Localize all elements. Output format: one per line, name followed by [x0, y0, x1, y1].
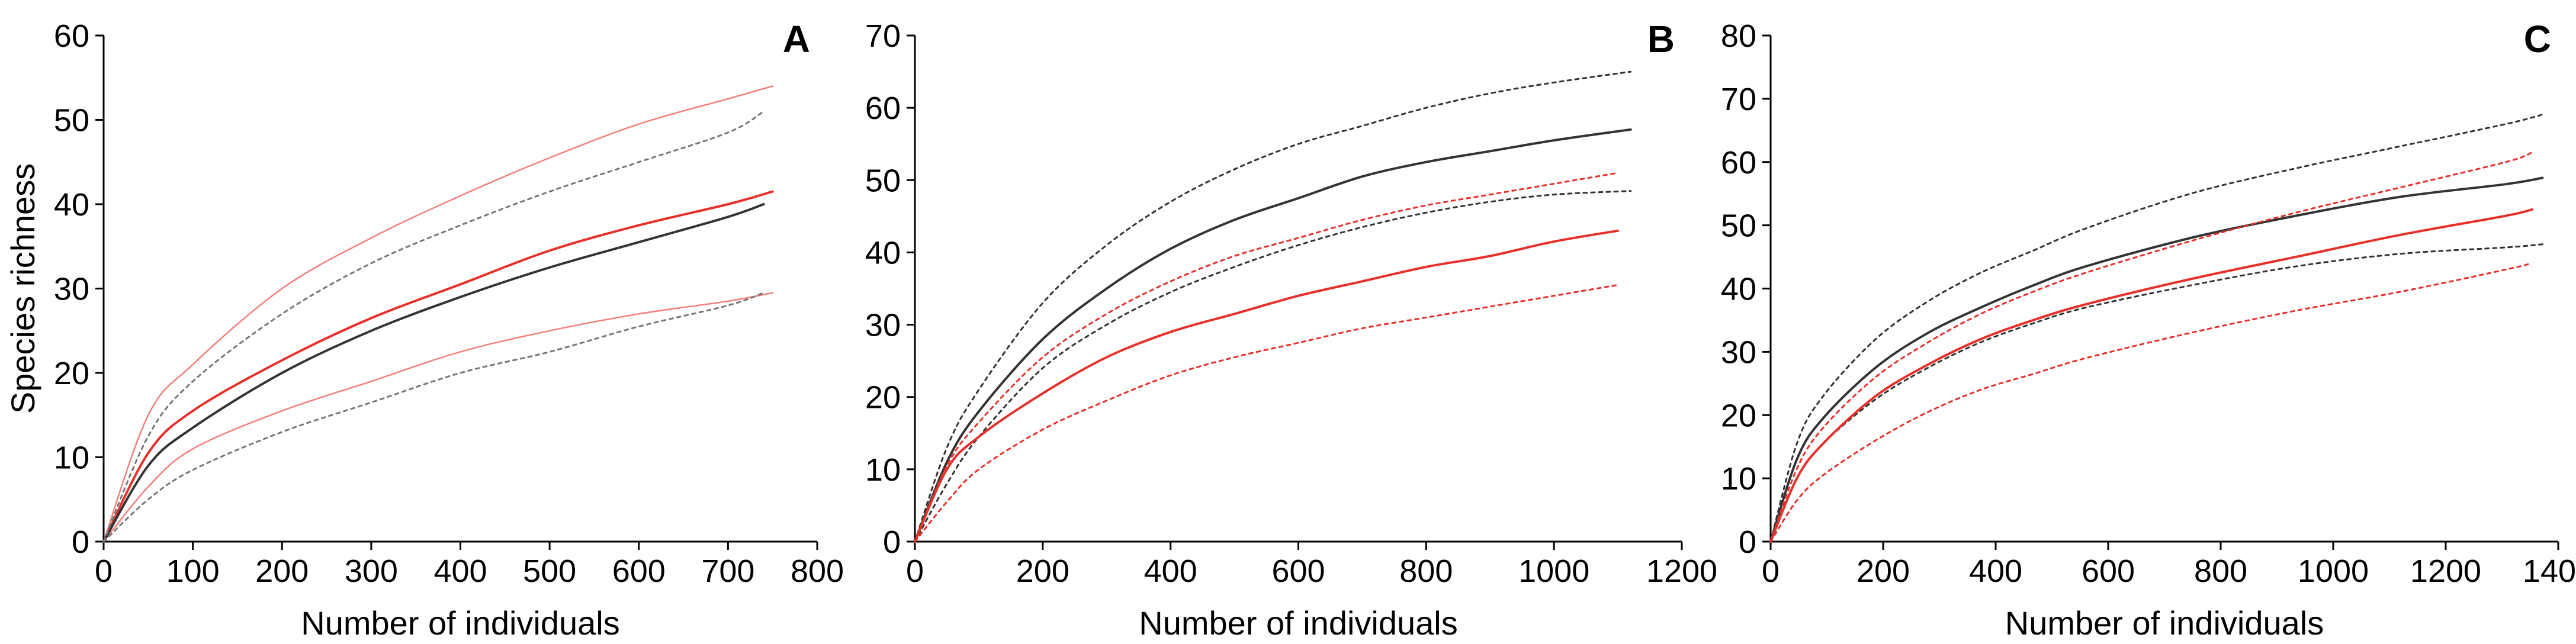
x-tick-label: 800	[791, 553, 844, 589]
panel-a: 0 100 200 300 400 500 600 700 800 0 10 20 30 40 50 60 Nu…	[4, 18, 844, 642]
x-tick-label: 1000	[1518, 553, 1589, 589]
panel-b: 0 200 400 600 800 1000 1200 0 10 20 30 40 50 60 70 Numb…	[865, 18, 1717, 642]
x-tick-label: 1200	[1646, 553, 1717, 589]
series-line-2	[914, 190, 1632, 543]
x-tick-label: 0	[1762, 553, 1780, 589]
x-tick-label: 800	[1399, 553, 1453, 589]
y-tick-label: 70	[865, 18, 901, 54]
x-tick-label: 700	[701, 553, 754, 589]
x-tick-label: 300	[345, 553, 398, 589]
y-tick-label: 40	[1721, 272, 1756, 307]
y-tick-label: 50	[54, 103, 89, 139]
panel-letter: B	[1647, 18, 1675, 60]
panel-letter: A	[783, 18, 810, 60]
y-tick-label: 10	[1721, 461, 1756, 497]
series-line-4	[1769, 152, 2533, 543]
x-tick-label: 200	[1016, 553, 1069, 589]
x-tick-label: 400	[1969, 553, 2022, 589]
x-tick-label: 100	[166, 553, 220, 589]
y-tick-label: 0	[72, 524, 89, 560]
x-tick-label: 200	[255, 553, 309, 589]
series-line-4	[914, 172, 1619, 543]
y-tick-label: 0	[883, 524, 901, 560]
y-tick-label: 30	[54, 272, 89, 307]
x-tick-label: 200	[1856, 553, 1910, 589]
panel-letter: C	[2524, 18, 2551, 60]
x-tick-label: 800	[2194, 553, 2247, 589]
x-axis-label: Number of individuals	[301, 604, 619, 642]
x-tick-label: 400	[1144, 553, 1197, 589]
series-line-3	[914, 229, 1620, 543]
y-axis-label: Species richness	[4, 163, 41, 414]
x-tick-label: 500	[523, 553, 576, 589]
series-line-1	[102, 85, 773, 543]
series-line-0	[102, 190, 774, 543]
y-tick-label: 30	[1721, 334, 1756, 370]
y-tick-label: 60	[54, 18, 89, 54]
series-line-0	[914, 128, 1632, 543]
series-line-3	[1769, 208, 2533, 543]
series-line-1	[1769, 114, 2543, 543]
x-tick-label: 600	[612, 553, 666, 589]
series-line-2	[1769, 243, 2543, 543]
x-axis-label: Number of individuals	[2005, 604, 2324, 642]
y-tick-label: 40	[865, 235, 901, 271]
y-tick-label: 60	[865, 91, 901, 126]
series-line-5	[914, 284, 1619, 543]
x-tick-label: 0	[95, 553, 113, 589]
y-tick-label: 20	[865, 380, 901, 416]
y-tick-label: 50	[1721, 208, 1756, 244]
series-line-0	[1769, 176, 2544, 543]
y-tick-label: 70	[1721, 82, 1756, 117]
x-tick-label: 1000	[2298, 553, 2369, 589]
series-line-1	[914, 70, 1632, 543]
y-tick-label: 20	[1721, 398, 1756, 433]
x-axis-label: Number of individuals	[1139, 604, 1457, 642]
y-tick-label: 30	[865, 308, 901, 343]
y-tick-label: 10	[865, 452, 901, 488]
x-tick-label: 400	[433, 553, 487, 589]
x-tick-label: 600	[1271, 553, 1325, 589]
y-tick-label: 80	[1721, 18, 1756, 54]
y-tick-label: 40	[54, 187, 89, 223]
series-line-5	[102, 292, 765, 543]
y-tick-label: 0	[1739, 524, 1756, 560]
y-tick-label: 50	[865, 163, 901, 198]
y-tick-label: 10	[54, 440, 89, 476]
y-tick-label: 20	[54, 356, 89, 391]
series-line-4	[102, 110, 765, 543]
y-tick-label: 60	[1721, 145, 1756, 181]
series-line-5	[1769, 262, 2533, 543]
series-line-2	[102, 292, 773, 543]
series-line-3	[102, 203, 765, 543]
x-tick-label: 1200	[2410, 553, 2481, 589]
x-tick-label: 0	[906, 553, 924, 589]
x-tick-label: 600	[2082, 553, 2135, 589]
